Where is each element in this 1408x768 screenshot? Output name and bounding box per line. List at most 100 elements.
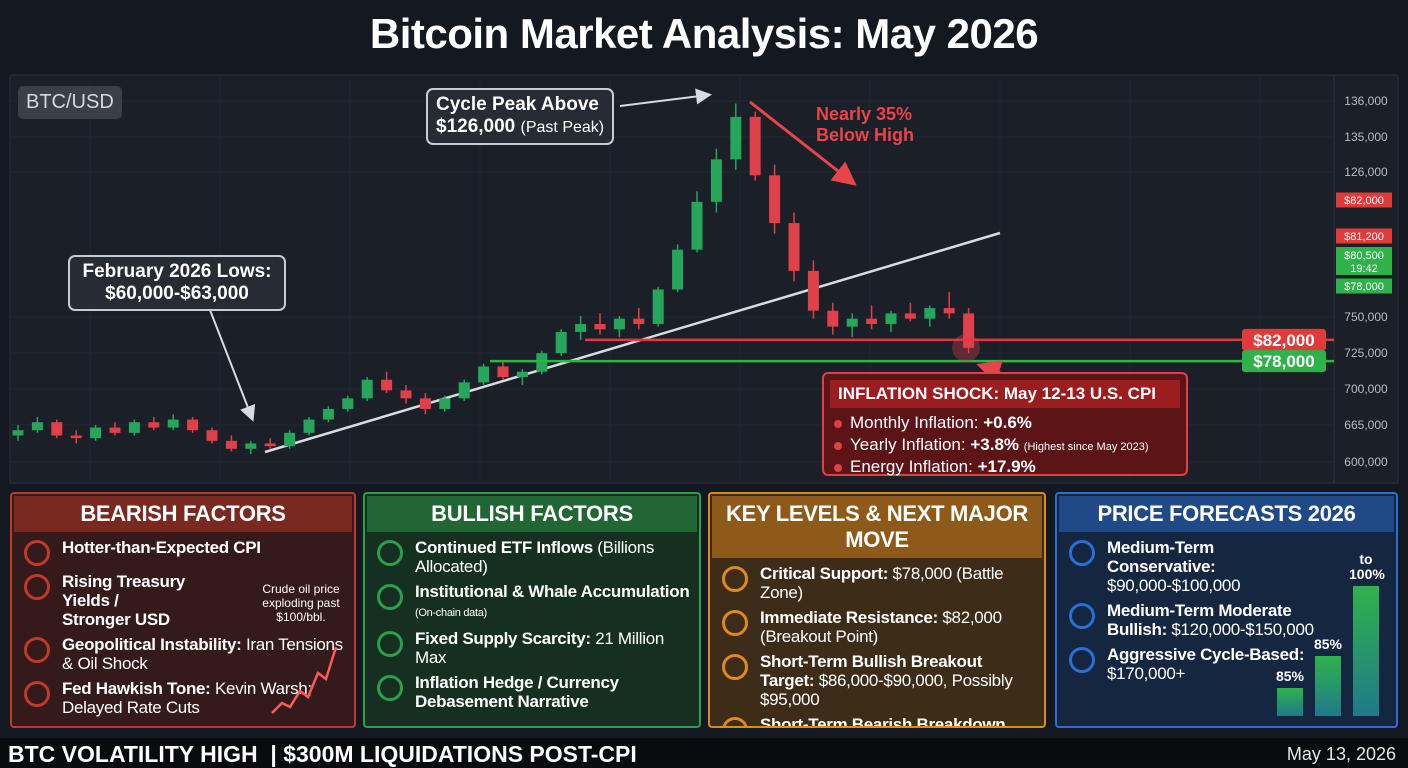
y-axis-label: 126,000 — [1344, 165, 1388, 179]
candle-body — [400, 390, 412, 399]
candle-body — [497, 366, 509, 378]
cpi-label: Yearly Inflation: — [850, 435, 966, 454]
item-text: Medium-Term Moderate Bullish: $120,000-$… — [1107, 601, 1315, 639]
item-text: Hotter-than-Expected CPI — [62, 538, 346, 557]
panel-item: Fed Hawkish Tone: Kevin Warsh; Delayed R… — [20, 679, 346, 717]
candle-body — [148, 422, 160, 428]
item-icon — [377, 540, 403, 566]
item-head: Hotter-than-Expected CPI — [62, 538, 261, 557]
axis-tag-bg — [1336, 278, 1392, 294]
candle-body — [187, 419, 199, 431]
axis-tag-time: 19:42 — [1350, 263, 1378, 275]
item-text-body: $120,000-$150,000 — [1171, 620, 1314, 639]
forecast-badge: to 100% — [1349, 551, 1385, 582]
candle-body — [613, 318, 625, 330]
item-icon — [1069, 647, 1095, 673]
item-icon — [377, 675, 403, 701]
item-icon — [722, 717, 748, 726]
item-head: Geopolitical Instability: — [62, 635, 242, 654]
item-icon — [1069, 603, 1095, 629]
peak-title: Cycle Peak Above — [436, 94, 599, 115]
item-text: Continued ETF Inflows (Billions Allocate… — [415, 538, 691, 576]
item-icon — [24, 681, 50, 707]
cpi-box: INFLATION SHOCK: May 12-13 U.S. CPI Mont… — [822, 372, 1188, 476]
candle-body — [788, 223, 800, 271]
factor-panel: BULLISH FACTORS Continued ETF Inflows (Bi… — [363, 492, 701, 728]
item-head: Fed Hawkish Tone: — [62, 679, 211, 698]
item-icon — [722, 654, 748, 680]
forecast-bar — [1353, 586, 1379, 716]
candle-body — [167, 419, 179, 428]
item-icon — [722, 610, 748, 636]
item-head: Aggressive Cycle-Based: — [1107, 645, 1305, 664]
panel-item: Medium-Term Moderate Bullish: $120,000-$… — [1065, 601, 1315, 639]
forecast-badge: 85% — [1313, 636, 1343, 652]
item-text-body: (Billions Allocated) — [415, 538, 655, 576]
candle-body — [90, 427, 102, 439]
item-head: Short-Term Bullish Breakout Target: — [760, 652, 983, 690]
y-axis-label: 135,000 — [1344, 130, 1388, 144]
oil-sparkline — [271, 646, 338, 714]
item-text-body: $170,000+ — [1107, 664, 1186, 683]
candle-body — [342, 398, 354, 409]
cpi-note: (Highest since May 2023) — [1023, 441, 1149, 453]
candle-body — [245, 443, 257, 449]
panel-item: Inflation Hedge / Currency Debasement Na… — [373, 673, 691, 711]
candle-body — [943, 308, 955, 314]
level-tag-bg — [1242, 328, 1326, 351]
y-axis-label: 665,000 — [1344, 418, 1388, 432]
axis-tag: $81,200 — [1344, 231, 1384, 243]
candle-body — [536, 353, 548, 372]
candle-body — [769, 175, 781, 224]
item-text-body: $78,000 (Battle Zone) — [760, 564, 1004, 602]
peak-line: $126,000 (Past Peak) — [436, 116, 604, 139]
item-text-body: 21 Million Max — [415, 629, 664, 667]
forecast-bar — [1315, 656, 1341, 716]
panel-title: BULLISH FACTORS — [367, 496, 697, 532]
item-text: Aggressive Cycle-Based: $170,000+ — [1107, 645, 1315, 683]
item-head: Continued ETF Inflows — [415, 538, 593, 557]
item-text-body: Iran Tensions & Oil Shock — [62, 635, 343, 673]
panel-item: Short-Term Bullish Breakout Target: $86,… — [718, 652, 1036, 709]
candle-body — [924, 308, 936, 319]
cpi-value: +3.8% — [970, 435, 1020, 454]
candle-body — [264, 443, 276, 447]
drop-annotation: Nearly 35% Below High — [816, 104, 914, 146]
item-text: Rising Treasury Yields / Stronger USD — [62, 572, 190, 629]
axis-tag: $82,000 — [1344, 195, 1384, 207]
factor-panel: KEY LEVELS & NEXT MAJOR MOVE Critical Sup… — [708, 492, 1046, 728]
item-head: Immediate Resistance: — [760, 608, 938, 627]
item-text: Fixed Supply Scarcity: 21 Million Max — [415, 629, 691, 667]
lows-arrow — [209, 309, 256, 422]
panel-item: Continued ETF Inflows (Billions Allocate… — [373, 538, 691, 576]
axis-tag: $80,500 — [1344, 250, 1384, 262]
panel-title: BEARISH FACTORS — [14, 496, 352, 532]
candle-body — [31, 422, 43, 431]
item-text: Immediate Resistance: $82,000 (Breakout … — [760, 608, 1036, 646]
cpi-title: INFLATION SHOCK: May 12-13 U.S. CPI — [830, 380, 1180, 408]
candle-body — [361, 379, 373, 399]
item-head: Fixed Supply Scarcity: — [415, 629, 591, 648]
candle-body — [225, 440, 237, 449]
peak-value: $126,000 — [436, 116, 516, 137]
candle-body — [284, 432, 296, 447]
candle-body — [575, 323, 587, 332]
candle-body — [749, 116, 761, 176]
cpi-value: +0.6% — [983, 413, 1032, 432]
item-text: Short-Term Bullish Breakout Target: $86,… — [760, 652, 1036, 709]
panel-item: Medium-Term Conservative: $90,000-$100,0… — [1065, 538, 1315, 595]
candle-body — [691, 201, 703, 250]
candle-body — [885, 313, 897, 324]
item-text: Institutional & Whale Accumulation (On-c… — [415, 582, 691, 623]
panel-item: Institutional & Whale Accumulation (On-c… — [373, 582, 691, 623]
item-head: Short-Term Bearish Breakdown Target: — [760, 715, 1006, 728]
drop-line: Nearly 35% — [816, 104, 913, 124]
candle-body — [672, 249, 684, 290]
oil-line — [271, 646, 338, 714]
drop-line: Below High — [816, 125, 914, 145]
candle-body — [303, 419, 315, 433]
axis-tag-bg — [1336, 247, 1392, 275]
panel-item: Geopolitical Instability: Iran Tensions … — [20, 635, 346, 673]
item-text-body: $86,000-$90,000, Possibly $95,000 — [760, 671, 1013, 709]
candle-body — [381, 379, 393, 391]
